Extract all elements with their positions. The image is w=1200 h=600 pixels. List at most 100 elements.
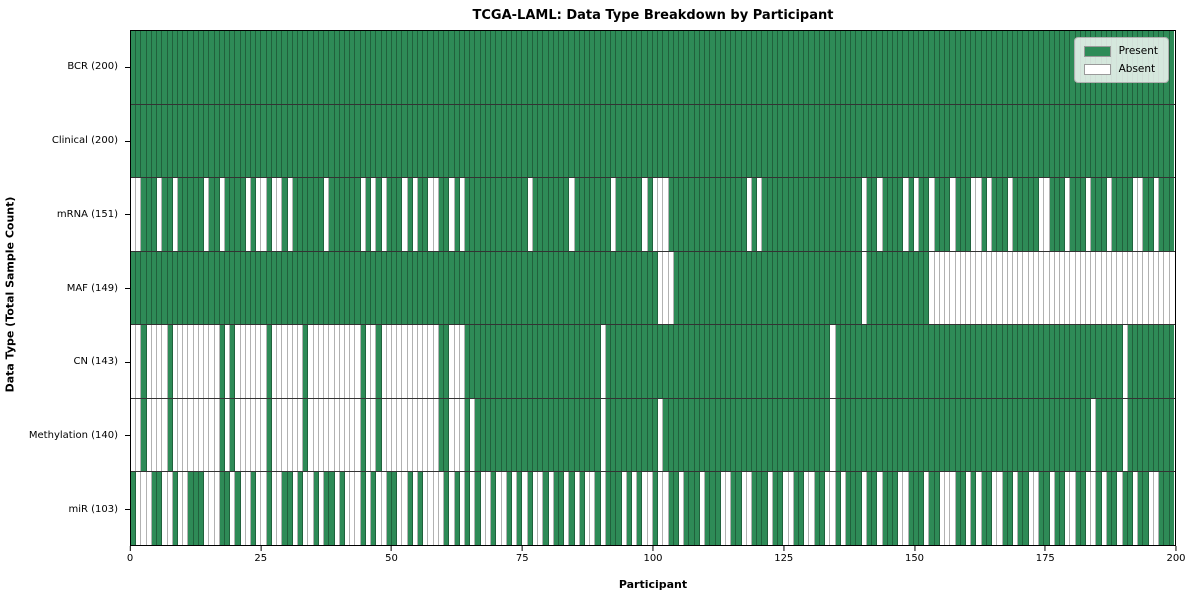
heatmap-cell	[1112, 104, 1118, 178]
heatmap-cell	[731, 178, 737, 251]
heatmap-cell	[350, 472, 356, 546]
heatmap-cell	[647, 178, 653, 251]
heatmap-cell	[219, 104, 225, 178]
heatmap-cell	[986, 472, 993, 546]
heatmap-cell	[1039, 104, 1045, 178]
heatmap-cell	[491, 178, 497, 251]
y-tick-mark	[125, 435, 130, 437]
heatmap-cell	[579, 325, 586, 398]
heatmap-cell	[1159, 472, 1165, 546]
heatmap-cell	[934, 104, 940, 178]
heatmap-cell	[1086, 178, 1092, 251]
heatmap-cell	[371, 472, 377, 546]
legend-item-present: Present	[1083, 45, 1158, 57]
heatmap-cell	[198, 472, 205, 546]
heatmap-cell	[621, 251, 627, 325]
x-tick-175: 175	[1036, 546, 1055, 564]
x-tick-25: 25	[254, 546, 267, 564]
heatmap-cell	[465, 398, 471, 472]
heatmap-cell	[877, 104, 883, 178]
heatmap-cell	[193, 472, 199, 546]
heatmap-cell	[626, 178, 632, 251]
heatmap-cell	[198, 104, 205, 178]
y-tick-label: CN (143)	[73, 356, 118, 368]
heatmap-cell	[141, 472, 147, 546]
heatmap-cell	[418, 251, 424, 325]
heatmap-cell	[1065, 325, 1071, 398]
heatmap-cell	[1039, 251, 1045, 325]
heatmap-cell	[157, 178, 163, 251]
heatmap-cell	[1070, 104, 1076, 178]
heatmap-cell	[992, 251, 998, 325]
heatmap-cell	[678, 178, 685, 251]
heatmap-cell	[793, 472, 799, 546]
heatmap-cell	[992, 31, 998, 104]
heatmap-cell	[1012, 104, 1019, 178]
heatmap-cell	[647, 251, 653, 325]
heatmap-cell	[741, 398, 747, 472]
heatmap-cell	[986, 398, 993, 472]
heatmap-cell	[699, 251, 706, 325]
heatmap-cell	[266, 178, 272, 251]
heatmap-cell	[376, 178, 382, 251]
heatmap-cell	[428, 31, 434, 104]
heatmap-cell	[1133, 104, 1139, 178]
heatmap-cell	[913, 325, 920, 398]
heatmap-cell	[444, 178, 450, 251]
heatmap-cell	[449, 472, 455, 546]
heatmap-cell	[204, 251, 210, 325]
heatmap-cell	[1096, 398, 1102, 472]
heatmap-cell	[971, 31, 977, 104]
heatmap-cell	[872, 472, 878, 546]
heatmap-cell	[151, 104, 158, 178]
x-tick-label: 25	[254, 553, 268, 564]
heatmap-cell	[1028, 251, 1034, 325]
heatmap-cell	[501, 325, 507, 398]
heatmap-cell	[637, 251, 643, 325]
heatmap-cell	[1012, 31, 1019, 104]
heatmap-cell	[752, 104, 758, 178]
heatmap-cell	[324, 31, 330, 104]
heatmap-cell	[271, 31, 278, 104]
heatmap-cell	[626, 104, 632, 178]
heatmap-cell	[1127, 472, 1133, 546]
heatmap-cell	[673, 251, 679, 325]
heatmap-cell	[564, 178, 570, 251]
heatmap-cell	[511, 178, 518, 251]
heatmap-cell	[501, 398, 507, 472]
heatmap-cell	[919, 31, 925, 104]
heatmap-cell	[788, 472, 794, 546]
heatmap-cell	[407, 398, 413, 472]
heatmap-cell	[350, 251, 356, 325]
heatmap-cell	[449, 325, 455, 398]
heatmap-cell	[438, 325, 445, 398]
heatmap-cell	[527, 178, 533, 251]
heatmap-cell	[1059, 178, 1066, 251]
heatmap-cell	[725, 251, 732, 325]
heatmap-cell	[590, 104, 596, 178]
heatmap-cell	[835, 325, 841, 398]
heatmap-cell	[386, 472, 392, 546]
heatmap-cell	[626, 398, 632, 472]
heatmap-cell	[219, 398, 225, 472]
heatmap-cell	[903, 398, 909, 472]
heatmap-cell	[344, 472, 351, 546]
heatmap-cell	[376, 251, 382, 325]
heatmap-cell	[433, 398, 439, 472]
heatmap-cell	[496, 178, 502, 251]
heatmap-cell	[1044, 104, 1050, 178]
heatmap-cell	[131, 104, 137, 178]
heatmap-cell	[908, 325, 914, 398]
heatmap-cell	[183, 251, 189, 325]
heatmap-cell	[146, 104, 152, 178]
heatmap-cell	[538, 31, 544, 104]
heatmap-cell	[548, 325, 554, 398]
heatmap-cell	[391, 251, 398, 325]
heatmap-cell	[564, 472, 570, 546]
heatmap-cell	[731, 325, 737, 398]
heatmap-cell	[146, 325, 152, 398]
heatmap-cell	[945, 398, 951, 472]
heatmap-cell	[673, 31, 679, 104]
heatmap-cell	[579, 472, 586, 546]
heatmap-cell	[1153, 104, 1160, 178]
